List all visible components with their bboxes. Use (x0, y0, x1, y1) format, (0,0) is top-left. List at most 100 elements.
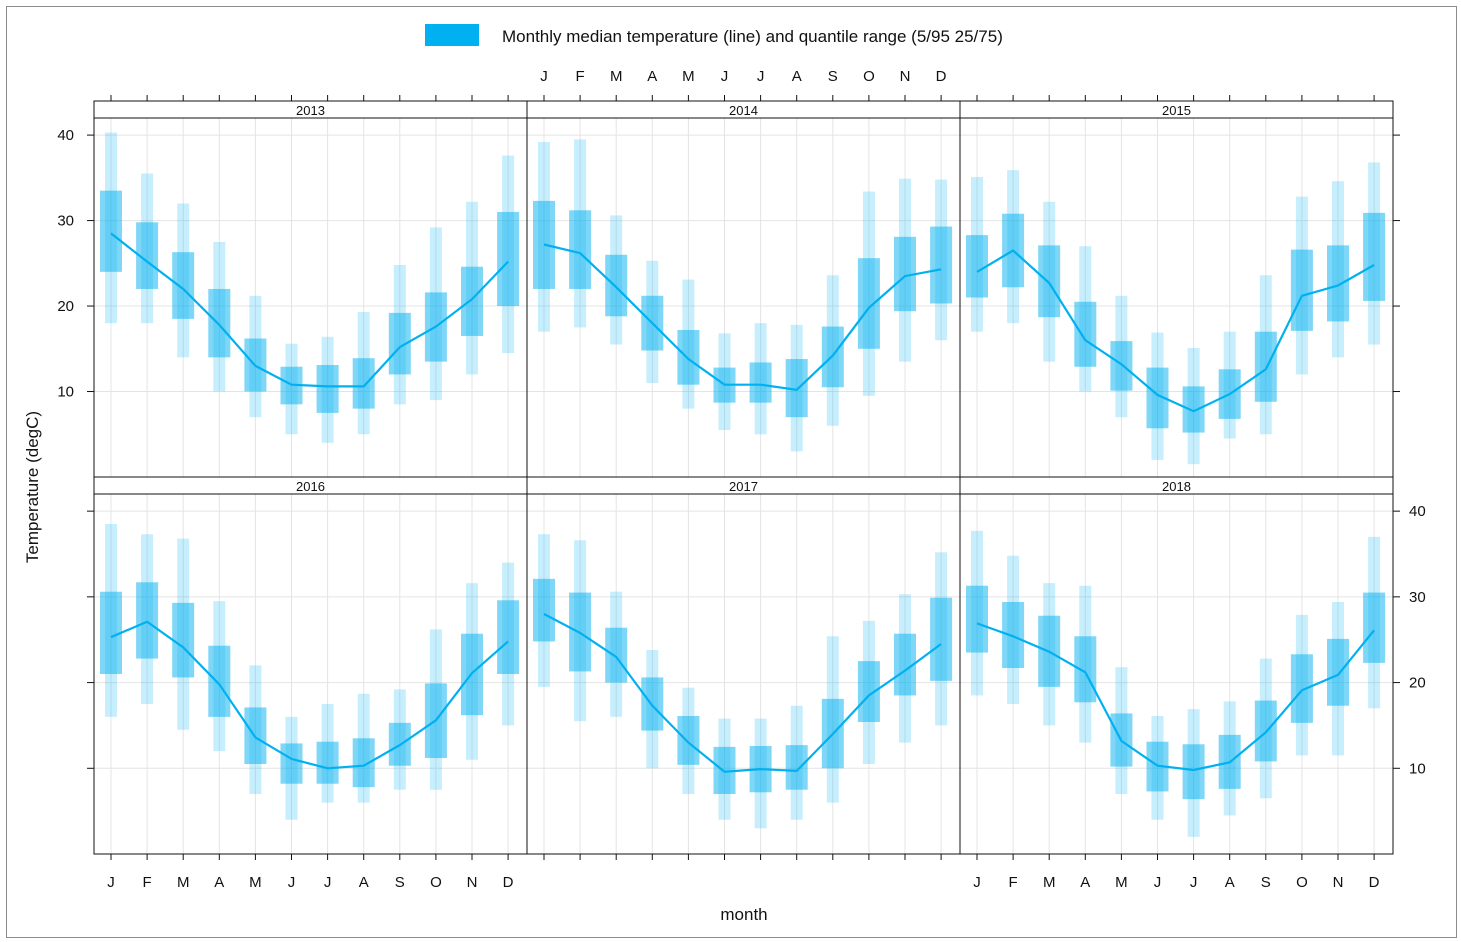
range-25-75 (1290, 654, 1313, 723)
x-tick-label: J (757, 68, 765, 85)
x-tick-label: N (1333, 874, 1344, 891)
panels: 2013 10 20 30 40 2014 J F M A M J J A S O N D 2015 2016 J F M A… (57, 68, 1425, 891)
x-tick-label: M (682, 68, 695, 85)
range-25-75 (172, 252, 195, 319)
range-25-75 (100, 591, 122, 674)
range-25-75 (966, 585, 988, 653)
x-tick-label: F (1009, 874, 1018, 891)
x-tick-label: N (467, 874, 478, 891)
x-tick-label: F (143, 874, 152, 891)
y-tick-label: 30 (57, 213, 74, 230)
range-25-75 (208, 288, 231, 358)
y-tick-label: 10 (57, 384, 74, 401)
boxes-2014 (533, 139, 953, 452)
range-25-75 (785, 745, 808, 790)
range-25-75 (894, 633, 916, 696)
x-tick-label: M (249, 874, 262, 891)
boxes-2017 (533, 534, 953, 829)
range-25-75 (1074, 636, 1097, 703)
median-line-2015 (976, 249, 1375, 413)
range-25-75 (605, 254, 628, 317)
y-tick-label: 20 (57, 298, 74, 315)
x-tick-label: D (1369, 874, 1380, 891)
range-25-75 (316, 365, 339, 413)
panel-2018: 2018 J F M A M J J A S O N D 10 20 30 40 (959, 476, 1426, 891)
y-tick-label: 40 (1409, 503, 1426, 520)
panel-2016: 2016 J F M A M J J A S O N D (87, 476, 528, 891)
x-tick-label: O (1296, 874, 1308, 891)
strip-label: 2018 (1162, 479, 1191, 494)
x-tick-label: M (177, 874, 190, 891)
range-25-75 (677, 716, 700, 765)
boxes-2018 (966, 530, 1386, 837)
median-line-2013 (110, 232, 509, 388)
y-axis-2018: 10 20 30 40 (1393, 503, 1426, 777)
range-25-75 (930, 226, 953, 304)
x-tick-label: J (1154, 874, 1162, 891)
range-25-75 (136, 582, 159, 659)
strip-label: 2014 (729, 103, 758, 118)
x-axis-2013 (110, 95, 509, 101)
range-25-75 (352, 358, 375, 409)
range-25-75 (1110, 341, 1133, 391)
range-25-75 (388, 312, 411, 375)
range-25-75 (785, 359, 808, 418)
x-tick-label: A (1225, 874, 1235, 891)
y-axis-title: Temperature (degC) (23, 411, 42, 563)
x-tick-label: A (792, 68, 802, 85)
range-25-75 (352, 738, 375, 788)
y-axis-2015 (1393, 134, 1400, 393)
x-tick-label: A (214, 874, 224, 891)
range-25-75 (316, 741, 339, 784)
x-tick-label: A (1080, 874, 1090, 891)
range-25-75 (1327, 638, 1349, 706)
range-25-75 (569, 210, 592, 289)
range-25-75 (533, 578, 555, 642)
range-25-75 (1002, 602, 1025, 668)
x-tick-label: D (936, 68, 947, 85)
strip-label: 2015 (1162, 103, 1191, 118)
x-axis-2017 (543, 854, 942, 860)
strip-label: 2013 (296, 103, 325, 118)
x-tick-label: S (828, 68, 838, 85)
range-25-75 (1182, 744, 1205, 800)
panel-2015: 2015 (959, 95, 1400, 478)
x-tick-label: F (576, 68, 585, 85)
strip-label: 2016 (296, 479, 325, 494)
y-tick-label: 20 (1409, 675, 1426, 692)
median-line-2017 (543, 613, 942, 773)
x-tick-label: M (610, 68, 623, 85)
range-25-75 (857, 661, 880, 722)
range-25-75 (461, 266, 483, 336)
range-25-75 (894, 236, 916, 312)
median-line-2016 (110, 620, 509, 770)
y-tick-label: 40 (57, 127, 74, 144)
strip-label: 2017 (729, 479, 758, 494)
y-tick-label: 30 (1409, 589, 1426, 606)
x-tick-label: S (395, 874, 405, 891)
figure-frame (6, 6, 1457, 938)
range-25-75 (749, 362, 772, 403)
boxes-2016 (100, 524, 520, 820)
x-tick-label: J (1190, 874, 1198, 891)
range-25-75 (136, 222, 159, 289)
range-25-75 (497, 600, 520, 674)
median-line-2018 (976, 622, 1375, 772)
boxes-2015 (966, 162, 1386, 465)
range-25-75 (1363, 592, 1386, 663)
x-tick-label: J (107, 874, 115, 891)
x-tick-label: A (359, 874, 369, 891)
range-25-75 (280, 743, 303, 784)
range-25-75 (677, 329, 700, 385)
range-25-75 (100, 190, 122, 272)
x-tick-label: N (900, 68, 911, 85)
strip-2018 (959, 476, 1394, 495)
x-tick-label: J (324, 874, 332, 891)
x-tick-label: D (503, 874, 514, 891)
x-tick-label: O (863, 68, 875, 85)
x-tick-label: J (721, 68, 729, 85)
